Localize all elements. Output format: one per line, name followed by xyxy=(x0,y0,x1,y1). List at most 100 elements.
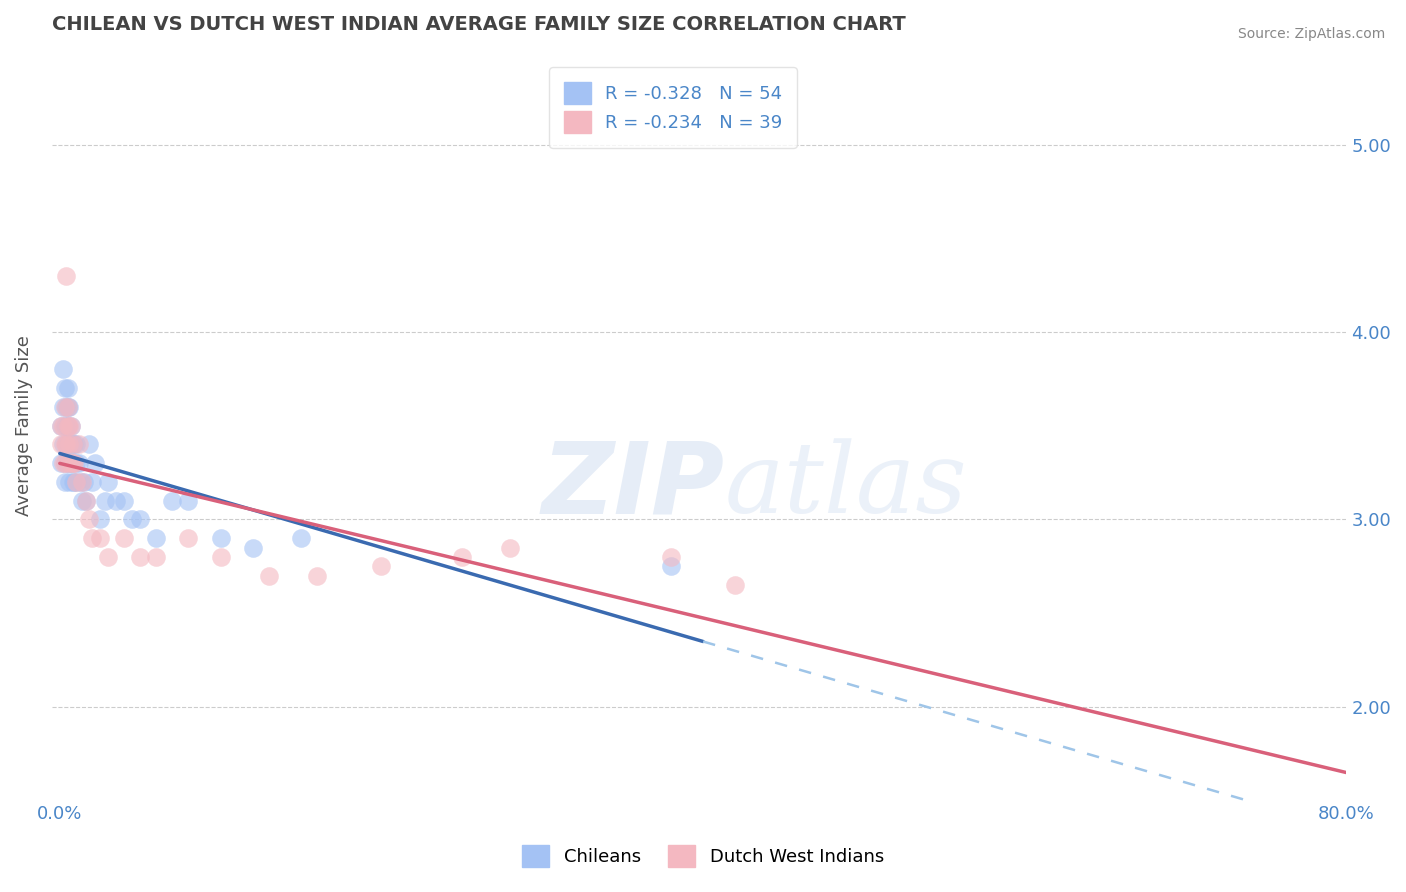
Text: CHILEAN VS DUTCH WEST INDIAN AVERAGE FAMILY SIZE CORRELATION CHART: CHILEAN VS DUTCH WEST INDIAN AVERAGE FAM… xyxy=(52,15,905,34)
Point xyxy=(72,493,94,508)
Point xyxy=(56,381,79,395)
Point xyxy=(56,456,79,470)
Point xyxy=(53,456,76,470)
Point xyxy=(56,400,79,414)
Point xyxy=(242,541,264,555)
Point xyxy=(51,456,73,470)
Point xyxy=(60,418,83,433)
Point xyxy=(63,437,86,451)
Point xyxy=(209,549,232,564)
Point xyxy=(58,400,80,414)
Point xyxy=(60,456,83,470)
Point xyxy=(63,456,86,470)
Point xyxy=(80,475,103,489)
Point xyxy=(257,568,280,582)
Text: atlas: atlas xyxy=(725,438,967,533)
Point xyxy=(177,531,200,545)
Point xyxy=(499,541,522,555)
Point xyxy=(162,493,184,508)
Point xyxy=(56,418,79,433)
Point xyxy=(75,493,97,508)
Point xyxy=(62,456,84,470)
Point xyxy=(55,418,77,433)
Point xyxy=(62,437,84,451)
Point xyxy=(52,437,75,451)
Point xyxy=(112,531,135,545)
Point xyxy=(129,549,152,564)
Point xyxy=(67,456,90,470)
Point xyxy=(56,456,79,470)
Point xyxy=(72,475,94,489)
Point xyxy=(53,400,76,414)
Point xyxy=(58,456,80,470)
Point xyxy=(63,475,86,489)
Text: Source: ZipAtlas.com: Source: ZipAtlas.com xyxy=(1237,27,1385,41)
Legend: Chileans, Dutch West Indians: Chileans, Dutch West Indians xyxy=(515,838,891,874)
Point xyxy=(89,512,111,526)
Point xyxy=(69,475,91,489)
Point xyxy=(129,512,152,526)
Point xyxy=(65,437,87,451)
Point xyxy=(52,418,75,433)
Point xyxy=(370,559,392,574)
Point xyxy=(55,437,77,451)
Point xyxy=(145,549,167,564)
Point xyxy=(58,475,80,489)
Point xyxy=(60,418,83,433)
Point xyxy=(65,456,87,470)
Point xyxy=(52,362,75,376)
Point xyxy=(290,531,312,545)
Point xyxy=(77,512,100,526)
Point xyxy=(62,475,84,489)
Point xyxy=(51,418,73,433)
Point xyxy=(75,493,97,508)
Point xyxy=(89,531,111,545)
Point xyxy=(105,493,128,508)
Point xyxy=(60,456,83,470)
Point xyxy=(80,531,103,545)
Point xyxy=(56,400,79,414)
Point xyxy=(307,568,329,582)
Legend: R = -0.328   N = 54, R = -0.234   N = 39: R = -0.328 N = 54, R = -0.234 N = 39 xyxy=(550,68,797,147)
Point xyxy=(659,549,682,564)
Point xyxy=(56,418,79,433)
Point xyxy=(73,475,96,489)
Point xyxy=(52,400,75,414)
Point xyxy=(55,400,77,414)
Point xyxy=(53,437,76,451)
Point xyxy=(53,475,76,489)
Point xyxy=(97,549,120,564)
Point xyxy=(51,418,73,433)
Point xyxy=(60,437,83,451)
Point xyxy=(53,456,76,470)
Point xyxy=(112,493,135,508)
Point xyxy=(62,437,84,451)
Point xyxy=(62,456,84,470)
Point xyxy=(450,549,472,564)
Point xyxy=(65,475,87,489)
Point xyxy=(177,493,200,508)
Point xyxy=(52,456,75,470)
Point xyxy=(53,381,76,395)
Point xyxy=(58,437,80,451)
Point xyxy=(55,437,77,451)
Point xyxy=(97,475,120,489)
Point xyxy=(659,559,682,574)
Point xyxy=(724,578,747,592)
Point xyxy=(84,456,107,470)
Point xyxy=(58,418,80,433)
Point xyxy=(145,531,167,545)
Point xyxy=(67,437,90,451)
Point xyxy=(56,437,79,451)
Point xyxy=(58,437,80,451)
Point xyxy=(51,437,73,451)
Point xyxy=(66,475,89,489)
Point xyxy=(121,512,143,526)
Point xyxy=(94,493,117,508)
Y-axis label: Average Family Size: Average Family Size xyxy=(15,335,32,516)
Point xyxy=(55,268,77,283)
Point xyxy=(53,418,76,433)
Text: ZIP: ZIP xyxy=(541,437,725,534)
Point xyxy=(77,437,100,451)
Point xyxy=(209,531,232,545)
